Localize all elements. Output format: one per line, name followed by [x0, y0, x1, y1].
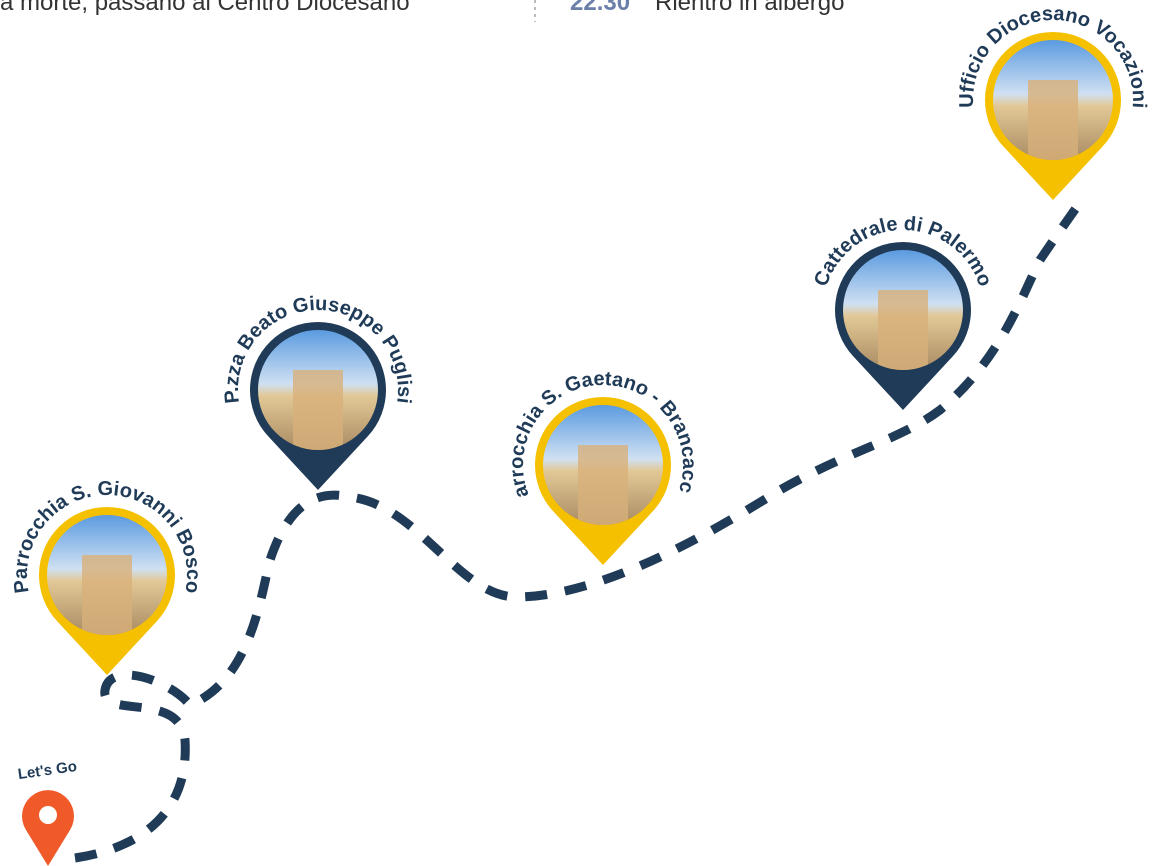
start-marker [22, 790, 74, 866]
building [578, 445, 628, 525]
stop-pin: Ufficio Diocesano Vocazioni [956, 3, 1150, 200]
header-text: a morte, passano al Centro Diocesano [0, 0, 410, 16]
building [293, 370, 343, 450]
building [1028, 80, 1078, 160]
route-map: a morte, passano al Centro Diocesano 22.… [0, 0, 1154, 866]
header-activity: Rientro in albergo [655, 0, 844, 16]
stop-pin: Parrocchia S. Giovanni Bosco [10, 478, 204, 675]
start-dot [39, 806, 57, 824]
start-pin: Let's Go [17, 758, 78, 866]
stop-pin: P.zza Beato Giuseppe Puglisi [221, 293, 415, 490]
building [878, 290, 928, 370]
start-label: Let's Go [17, 758, 78, 783]
building [82, 555, 132, 635]
header-time: 22.30 [570, 0, 630, 16]
